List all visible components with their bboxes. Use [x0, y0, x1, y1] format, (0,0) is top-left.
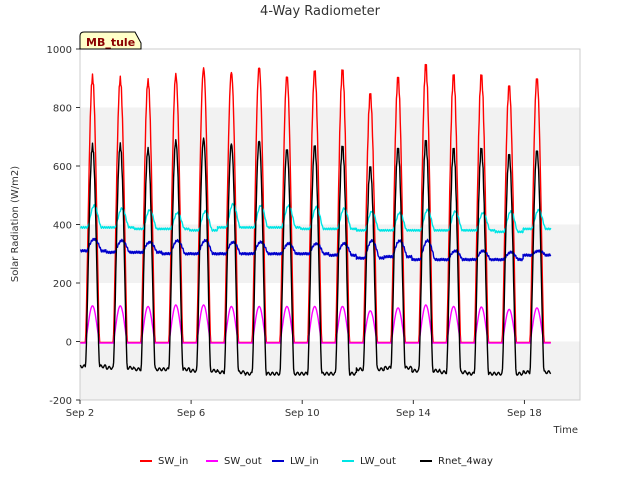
site-badge-box — [79, 31, 142, 50]
y-tick-label: 600 — [53, 162, 72, 173]
x-tick-label: Sep 14 — [396, 408, 431, 419]
y-tick-label: 800 — [53, 104, 72, 115]
series-line-sw_out — [80, 304, 551, 344]
legend-label-lw_in: LW_in — [290, 456, 319, 467]
legend-label-sw_in: SW_in — [158, 456, 188, 467]
y-axis-ticks: -200 0 200 400 600 800 1000 — [47, 45, 80, 407]
y-tick-label: 0 — [66, 338, 72, 349]
grid-band — [80, 341, 580, 400]
series-line-lw_out — [80, 202, 552, 234]
y-tick-label: 400 — [53, 221, 72, 232]
x-axis-ticks: Sep 2 Sep 6 Sep 10 Sep 14 Sep 18 — [66, 400, 542, 419]
series-line-lw_in — [79, 237, 552, 262]
y-tick-label: 1000 — [47, 45, 72, 56]
legend-label-lw_out: LW_out — [360, 456, 396, 467]
site-badge: MB_tule — [79, 31, 142, 50]
legend: SW_in SW_out LW_in LW_out Rnet_4way — [140, 456, 493, 467]
legend-label-rnet_4way: Rnet_4way — [438, 456, 493, 467]
grid-band — [80, 107, 580, 166]
series-line-rnet_4way — [79, 137, 552, 376]
y-tick-label: -200 — [49, 396, 72, 407]
x-tick-label: Sep 10 — [285, 408, 320, 419]
x-tick-label: Sep 2 — [66, 408, 94, 419]
series-lines — [79, 63, 552, 376]
x-tick-label: Sep 6 — [177, 408, 205, 419]
x-tick-label: Sep 18 — [507, 408, 542, 419]
x-axis-label: Time — [553, 425, 578, 436]
chart-title: 4-Way Radiometer — [260, 4, 381, 19]
legend-label-sw_out: SW_out — [224, 456, 262, 467]
plot-background-bands — [80, 49, 580, 400]
site-badge-label: MB_tule — [86, 36, 135, 49]
y-axis-label: Solar Radiation (W/m2) — [10, 166, 21, 282]
y-tick-label: 200 — [53, 279, 72, 290]
